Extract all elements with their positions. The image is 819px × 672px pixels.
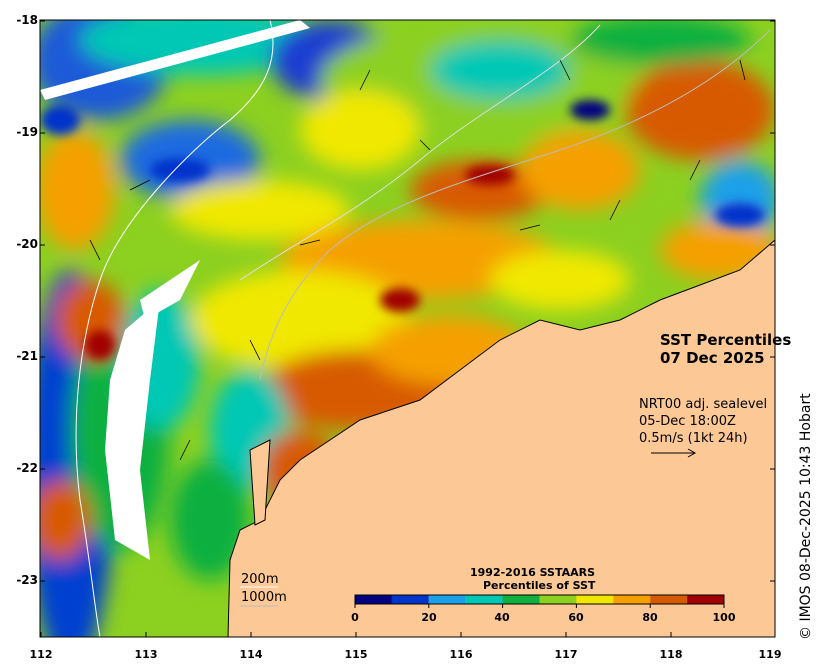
- lat-tick-label: -23: [16, 573, 38, 587]
- isobath-1000m-label: 1000m: [241, 590, 287, 605]
- current-scale-label: 0.5m/s (1kt 24h): [639, 431, 748, 446]
- colorbar-segment: [613, 595, 651, 604]
- current-scale-arrow: [651, 448, 697, 458]
- lon-tick-label: 117: [554, 648, 578, 661]
- colorbar-segment: [502, 595, 540, 604]
- colorbar-segment: [391, 595, 429, 604]
- percentile-colorbar: [354, 594, 725, 608]
- colorbar-tick-label: 60: [568, 611, 584, 624]
- lat-tick-label: -20: [16, 237, 38, 251]
- current-source-label: NRT00 adj. sealevel: [639, 397, 768, 412]
- isobath-200m-label: 200m: [241, 572, 279, 587]
- lon-tick-label: 113: [134, 648, 158, 661]
- current-time-label: 05-Dec 18:00Z: [639, 414, 736, 429]
- colorbar-segment: [355, 595, 392, 604]
- colorbar-subtitle: Percentiles of SST: [483, 579, 596, 592]
- colorbar-tick-label: 100: [712, 611, 736, 624]
- lon-tick-label: 114: [239, 648, 263, 661]
- colorbar-segment: [539, 595, 577, 604]
- lat-tick-label: -18: [16, 13, 38, 27]
- colorbar-tick-label: 0: [351, 611, 359, 624]
- lon-tick-label: 112: [29, 648, 53, 661]
- map-date: 07 Dec 2025: [660, 349, 765, 367]
- colorbar-segment: [465, 595, 503, 604]
- colorbar-segment: [576, 595, 614, 604]
- lat-tick-label: -22: [16, 461, 38, 475]
- lat-tick-label: -19: [16, 125, 38, 139]
- lon-tick-label: 119: [758, 648, 782, 661]
- lon-tick-label: 115: [344, 648, 368, 661]
- colorbar-segment: [428, 595, 466, 604]
- colorbar-frame: [354, 594, 725, 605]
- colorbar-title: 1992-2016 SSTAARS: [470, 566, 596, 579]
- colorbar-tick-label: 40: [494, 611, 510, 624]
- lat-tick-label: -21: [16, 349, 38, 363]
- colorbar-tick-label: 80: [642, 611, 658, 624]
- map-title: SST Percentiles: [660, 331, 792, 349]
- colorbar-tick-label: 20: [421, 611, 437, 624]
- lon-tick-label: 116: [449, 648, 473, 661]
- imos-credit: © IMOS 08-Dec-2025 10:43 Hobart: [798, 393, 814, 640]
- colorbar-segment: [687, 595, 724, 604]
- lon-tick-label: 118: [659, 648, 683, 661]
- colorbar-segment: [650, 595, 688, 604]
